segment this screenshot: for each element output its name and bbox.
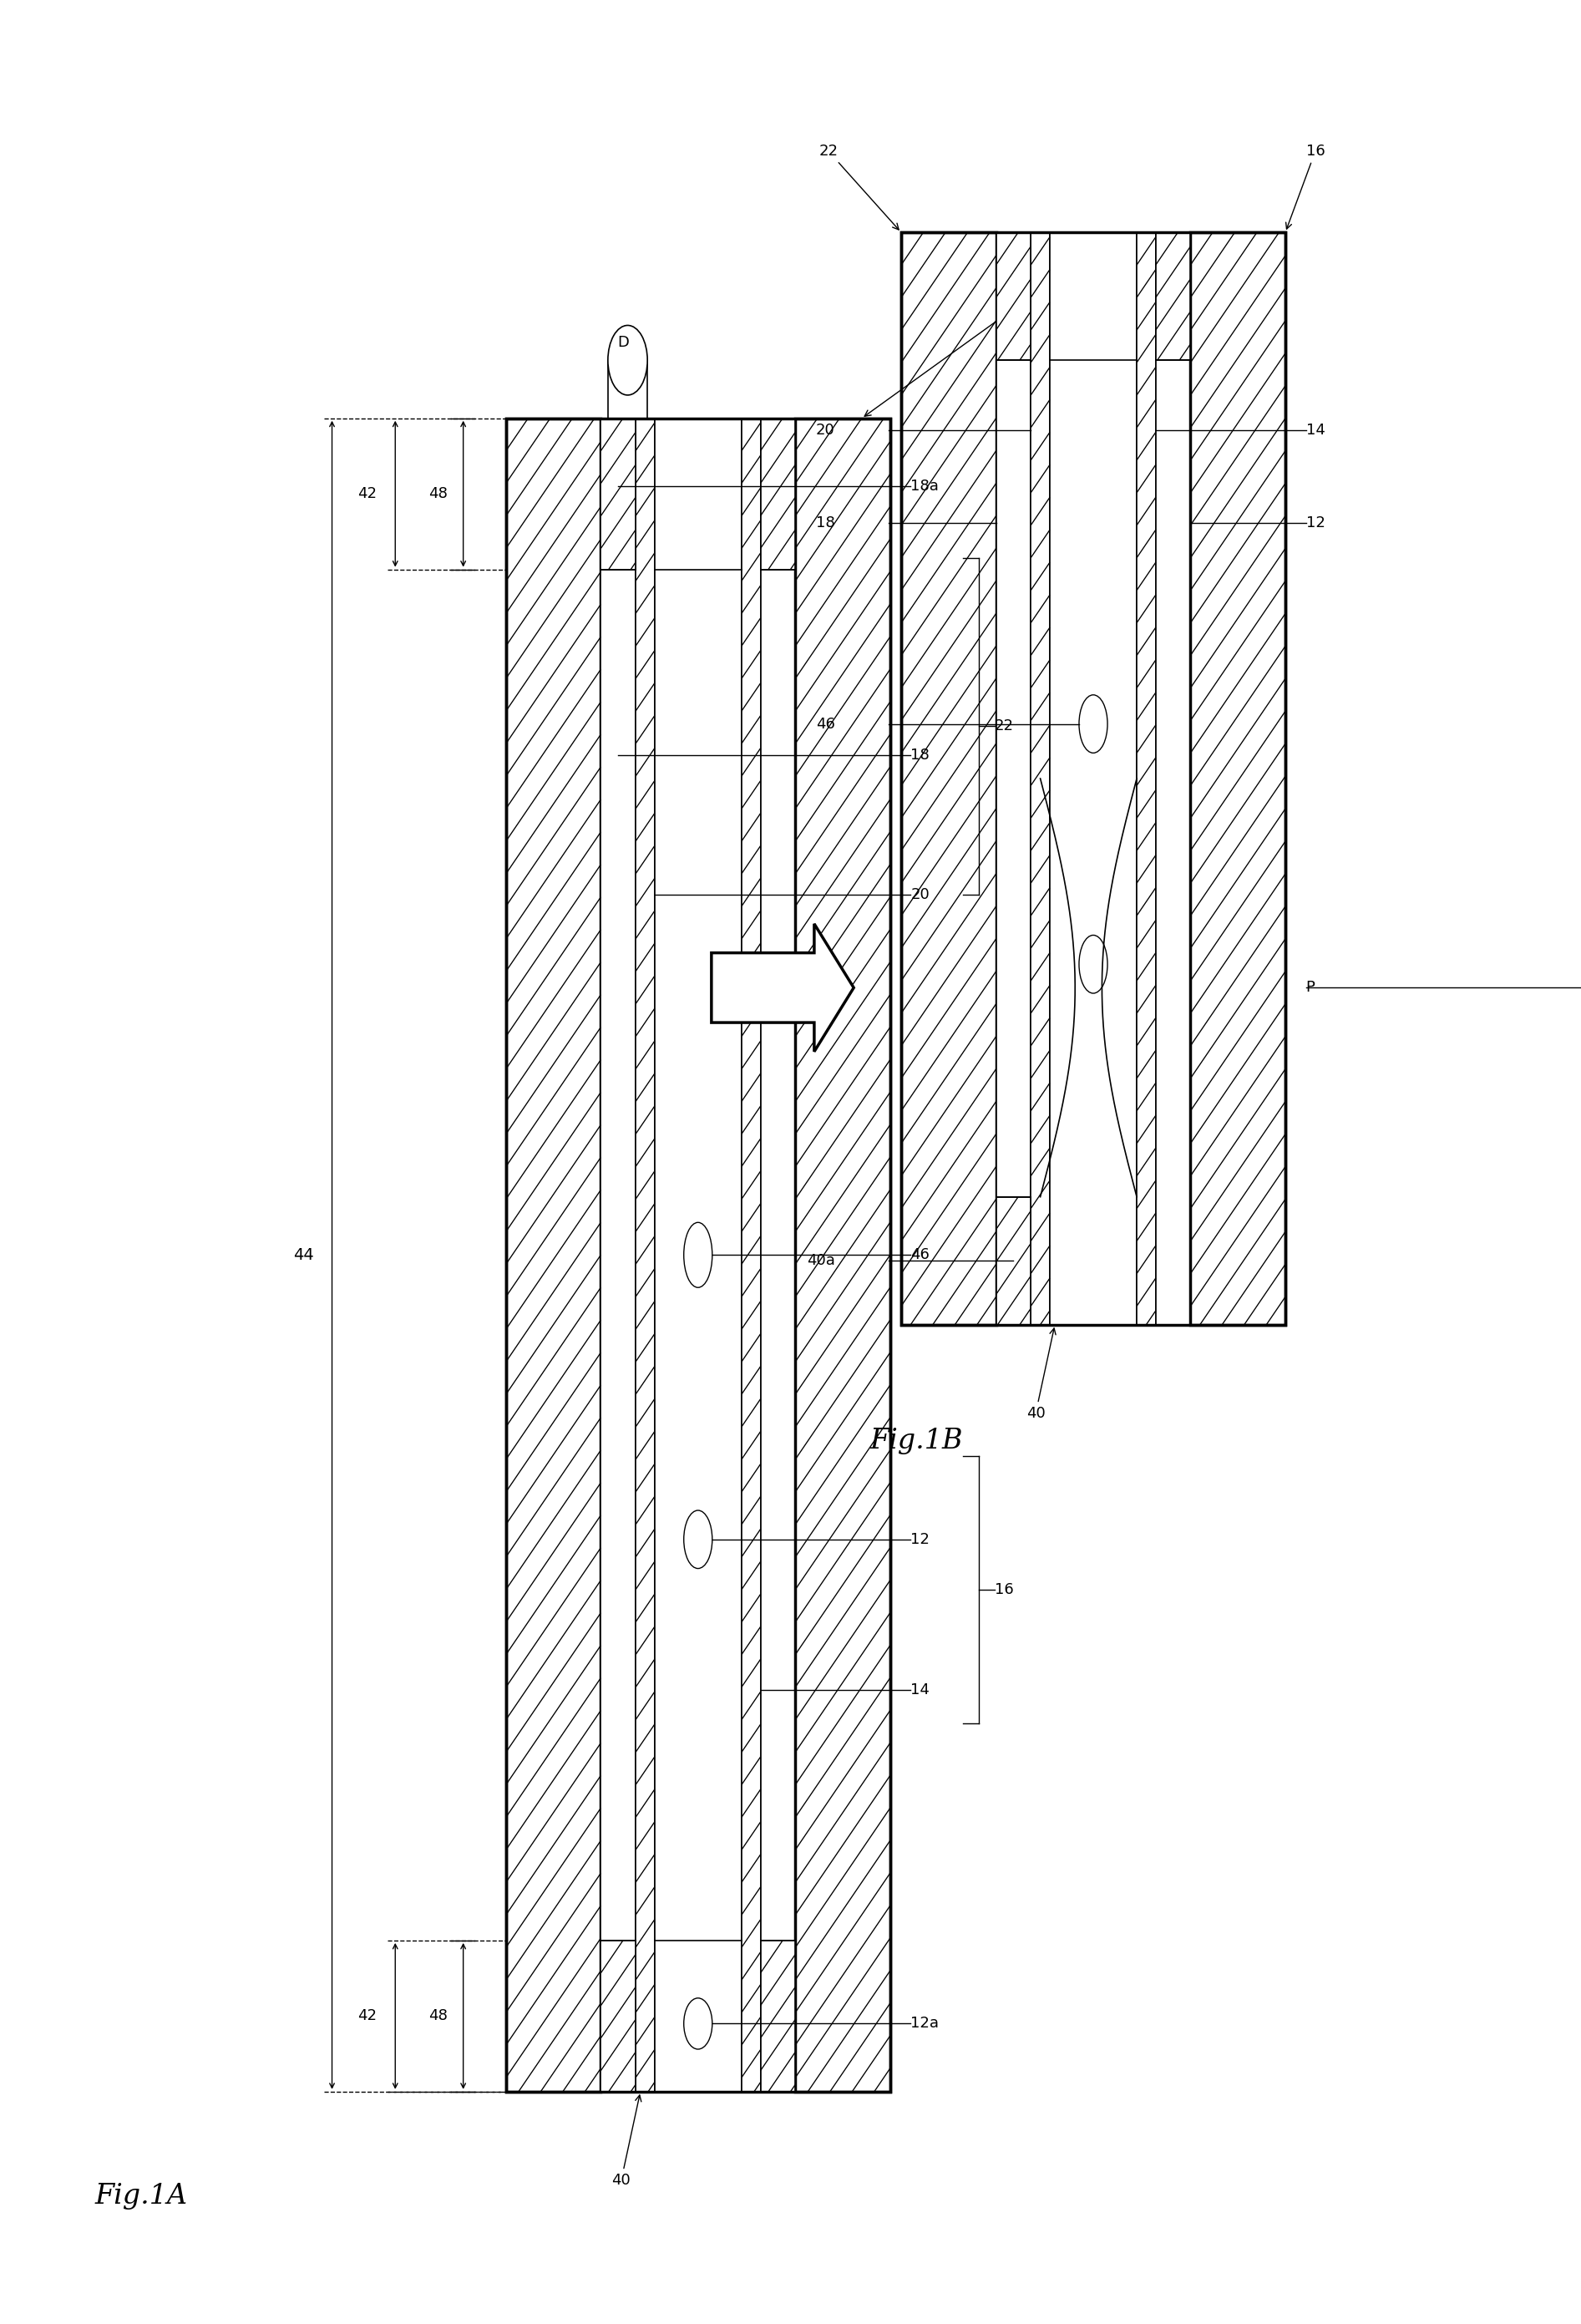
Text: 44: 44	[292, 1248, 315, 1262]
Text: 20: 20	[911, 888, 930, 902]
Bar	[795, 418, 890, 2092]
Bar	[1156, 232, 1190, 1325]
Bar	[601, 418, 636, 569]
Bar	[741, 418, 760, 2092]
Text: 42: 42	[357, 2008, 376, 2024]
Bar	[996, 232, 1031, 1325]
Text: P: P	[1306, 981, 1315, 995]
Bar	[760, 418, 795, 569]
Text: D: D	[617, 335, 629, 351]
Text: Fig.1B: Fig.1B	[870, 1427, 963, 1455]
Text: 14: 14	[911, 1683, 930, 1697]
Text: 48: 48	[428, 486, 447, 502]
Text: 22: 22	[819, 144, 898, 230]
Text: 12a: 12a	[911, 2017, 939, 2031]
Text: 16: 16	[1285, 144, 1325, 230]
Bar	[636, 418, 655, 2092]
Text: 42: 42	[357, 486, 376, 502]
Text: 46: 46	[816, 716, 835, 732]
Bar	[1050, 232, 1137, 1325]
Text: 18: 18	[816, 516, 835, 530]
Text: 18a: 18a	[911, 479, 939, 493]
Bar	[506, 418, 890, 2092]
Bar	[1031, 232, 1050, 1325]
Text: 48: 48	[428, 2008, 447, 2024]
Text: 40: 40	[612, 2096, 642, 2187]
Bar	[1137, 232, 1156, 1325]
Text: 10: 10	[865, 295, 1032, 416]
Text: Fig.1A: Fig.1A	[95, 2182, 188, 2210]
Text: 40a: 40a	[806, 1253, 835, 1269]
Bar	[655, 418, 741, 2092]
Bar	[1190, 232, 1285, 1325]
Bar	[996, 232, 1031, 360]
Text: 22: 22	[994, 718, 1013, 734]
Text: 14: 14	[1306, 423, 1325, 437]
Text: 18: 18	[911, 748, 930, 762]
Ellipse shape	[609, 325, 648, 395]
Bar	[609, 360, 648, 418]
Bar	[760, 418, 795, 2092]
Text: 16: 16	[994, 1583, 1013, 1597]
Text: 12: 12	[911, 1532, 930, 1548]
Bar	[901, 232, 1285, 1325]
Bar	[1156, 232, 1190, 360]
Bar	[901, 232, 996, 1325]
Text: 20: 20	[816, 423, 835, 437]
Text: 40: 40	[1026, 1329, 1056, 1420]
Bar	[996, 1197, 1031, 1325]
FancyArrow shape	[711, 925, 854, 1050]
Text: 46: 46	[911, 1248, 930, 1262]
Text: 12: 12	[1306, 516, 1325, 530]
Bar	[601, 1941, 636, 2092]
Bar	[760, 1941, 795, 2092]
Bar	[601, 418, 636, 2092]
Bar	[506, 418, 601, 2092]
